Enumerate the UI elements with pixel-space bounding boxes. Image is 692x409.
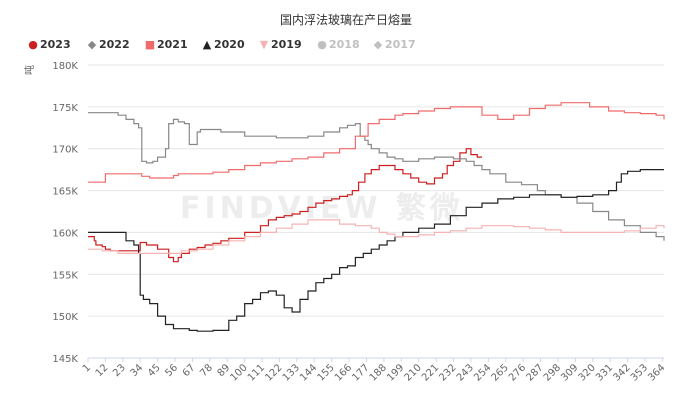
x-tick-label: 12 bbox=[94, 362, 111, 379]
y-tick-label: 165K bbox=[52, 187, 78, 198]
legend-item-2022[interactable]: ◆ 2022 bbox=[88, 38, 130, 51]
x-tick-label: 100 bbox=[229, 362, 250, 383]
x-tick-label: 133 bbox=[281, 362, 302, 383]
y-tick-label: 175K bbox=[52, 103, 78, 114]
x-tick-label: 155 bbox=[316, 362, 337, 383]
x-tick-label: 276 bbox=[507, 362, 528, 383]
x-tick-label: 210 bbox=[403, 362, 424, 383]
legend-label: 2018 bbox=[329, 38, 360, 51]
x-tick-label: 144 bbox=[298, 362, 319, 383]
y-tick-label: 145K bbox=[52, 354, 78, 365]
x-tick-label: 177 bbox=[350, 362, 371, 383]
legend-item-2020[interactable]: ▲ 2020 bbox=[203, 38, 245, 51]
x-tick-label: 364 bbox=[646, 362, 667, 383]
x-tick-label: 188 bbox=[368, 362, 389, 383]
y-tick-label: 180K bbox=[52, 61, 78, 72]
x-tick-label: 287 bbox=[524, 362, 545, 383]
legend-marker: ● bbox=[317, 38, 327, 51]
legend-marker: ◆ bbox=[374, 38, 383, 51]
x-tick-label: 232 bbox=[437, 362, 458, 383]
legend-item-2021[interactable]: ■ 2021 bbox=[145, 38, 188, 51]
y-axis-ticks: 145K 150K 155K 160K 165K 170K 175K 180K bbox=[52, 61, 78, 365]
legend-label: 2017 bbox=[385, 38, 416, 51]
series-line-2023 bbox=[88, 148, 482, 263]
x-tick-label: 342 bbox=[611, 362, 632, 383]
legend-label: 2020 bbox=[214, 38, 245, 51]
legend-item-2019[interactable]: ▼ 2019 bbox=[260, 38, 302, 51]
legend-marker: ◆ bbox=[88, 38, 97, 51]
x-tick-label: 23 bbox=[111, 362, 128, 379]
x-tick-label: 353 bbox=[629, 362, 650, 383]
series-line-2020 bbox=[88, 169, 664, 332]
x-tick-label: 56 bbox=[163, 362, 180, 379]
x-tick-label: 221 bbox=[420, 362, 441, 383]
legend-item-2023[interactable]: ● 2023 bbox=[28, 38, 70, 51]
legend-marker: ▼ bbox=[260, 38, 269, 51]
x-tick-label: 298 bbox=[542, 362, 563, 383]
legend-label: 2021 bbox=[157, 38, 188, 51]
x-tick-label: 1 bbox=[81, 362, 93, 374]
x-tick-label: 78 bbox=[198, 362, 215, 379]
legend-marker: ■ bbox=[145, 38, 155, 51]
series-line-2021 bbox=[88, 102, 665, 183]
x-tick-label: 243 bbox=[455, 362, 476, 383]
legend-marker: ● bbox=[28, 38, 38, 51]
y-tick-label: 160K bbox=[52, 228, 78, 239]
x-tick-label: 111 bbox=[246, 362, 267, 383]
legend-label: 2022 bbox=[99, 38, 130, 51]
legend: ● 2023 ◆ 2022 ■ 2021 ▲ 2020 ▼ 2019 ● 2018 ◆ 2017 bbox=[28, 38, 415, 51]
watermark: FINDVIEW 繁微 bbox=[180, 191, 464, 226]
y-axis-label: 吨 bbox=[23, 65, 36, 75]
x-tick-label: 166 bbox=[333, 362, 354, 383]
x-tick-label: 199 bbox=[385, 362, 406, 383]
x-tick-label: 331 bbox=[594, 362, 615, 383]
legend-label: 2023 bbox=[40, 38, 71, 51]
x-tick-label: 254 bbox=[472, 362, 493, 383]
legend-item-2018[interactable]: ● 2018 bbox=[317, 38, 359, 51]
x-tick-label: 34 bbox=[129, 362, 146, 379]
x-tick-label: 122 bbox=[263, 362, 284, 383]
x-tick-label: 67 bbox=[181, 362, 198, 379]
x-axis-ticks: 1 12 23 34 45 56 67 78 8910011112213314415516617… bbox=[81, 358, 668, 384]
x-tick-label: 265 bbox=[490, 362, 511, 383]
x-tick-label: 45 bbox=[146, 362, 163, 379]
y-tick-label: 155K bbox=[52, 270, 78, 281]
series-lines bbox=[88, 102, 665, 332]
series-line-2019 bbox=[88, 219, 665, 254]
chart-title: 国内浮法玻璃在产日熔量 bbox=[280, 12, 412, 27]
x-tick-label: 309 bbox=[559, 362, 580, 383]
x-tick-label: 320 bbox=[577, 362, 598, 383]
legend-marker: ▲ bbox=[203, 38, 212, 51]
y-tick-label: 150K bbox=[52, 312, 78, 323]
legend-label: 2019 bbox=[271, 38, 302, 51]
y-tick-label: 170K bbox=[52, 145, 78, 156]
legend-item-2017[interactable]: ◆ 2017 bbox=[374, 38, 416, 51]
